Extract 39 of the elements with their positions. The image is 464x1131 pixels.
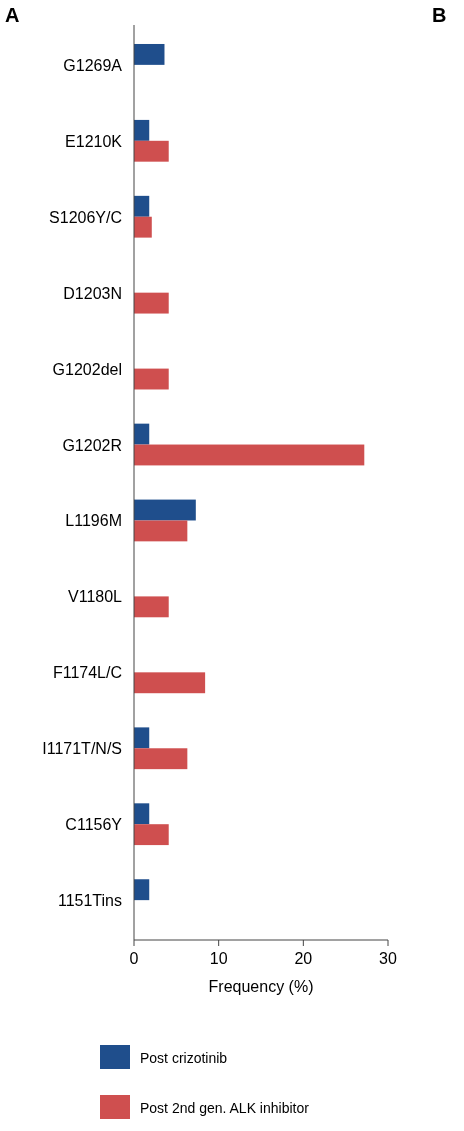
x-tick-label: 0 [129, 950, 139, 967]
y-tick-label: 1151Tins [57, 892, 122, 910]
bar [134, 672, 206, 694]
y-tick-label: L1196M [65, 512, 122, 530]
text: A [5, 4, 20, 26]
x-tick-label: 20 [294, 950, 313, 967]
x-axis-title: Frequency (%) [208, 978, 314, 995]
y-tick-label: E1210K [65, 132, 123, 150]
bar [134, 119, 150, 141]
x-tick-label: 10 [209, 950, 228, 967]
y-tick-label: F1174L/C [52, 664, 122, 682]
bar [134, 879, 150, 901]
text: B [432, 4, 447, 26]
bar [134, 803, 150, 825]
bar [134, 824, 169, 846]
bar [134, 727, 150, 749]
legend-label: Post crizotinib [140, 1050, 228, 1066]
y-tick-label: G1202R [62, 436, 122, 454]
bar [134, 140, 169, 162]
y-tick-label: G1202del [52, 360, 122, 378]
bar [134, 216, 152, 238]
bar [134, 444, 365, 466]
bar [134, 292, 169, 314]
x-tick-label: 30 [379, 950, 397, 967]
y-tick-label: D1203N [63, 284, 122, 302]
bar [134, 43, 165, 65]
y-tick-label: V1180L [68, 588, 123, 606]
bar [134, 499, 196, 521]
bar [134, 596, 169, 618]
y-tick-label: C1156Y [65, 816, 123, 834]
bar [134, 520, 188, 542]
y-tick-label: I1171T/N/S [42, 740, 122, 758]
bar [134, 748, 188, 770]
bar [134, 195, 150, 217]
y-tick-label: S1206Y/C [49, 208, 122, 226]
bar [134, 423, 150, 445]
bar [134, 368, 169, 390]
legend-label: Post 2nd gen. ALK inhibitor [140, 1100, 310, 1116]
y-tick-label: G1269A [63, 56, 123, 74]
